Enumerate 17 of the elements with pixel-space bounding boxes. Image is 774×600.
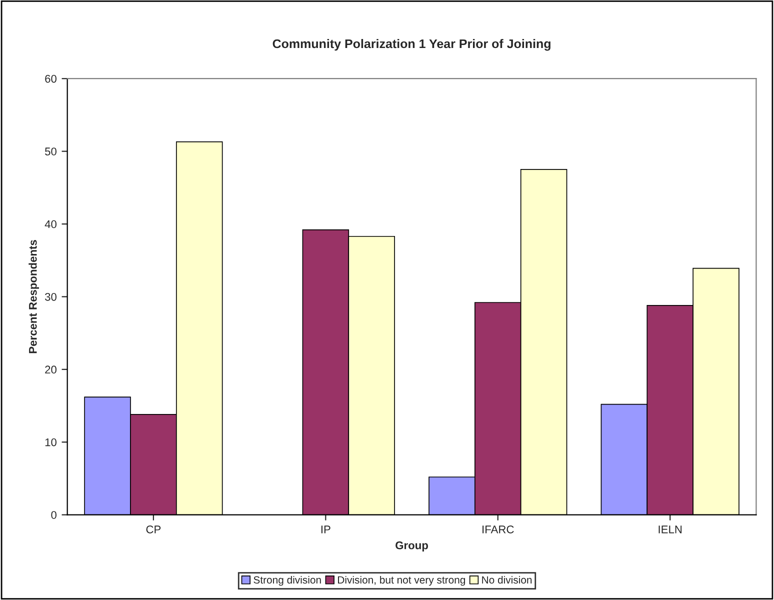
y-tick-label: 20 xyxy=(45,366,56,374)
y-tick-label: 60 xyxy=(45,74,56,83)
x-tick-label: IFARC xyxy=(482,526,514,534)
y-tick-label: 40 xyxy=(44,220,56,228)
x-tick-label: CP xyxy=(146,526,161,534)
chart-title: Community Polarization 1 Year Prior of Joining xyxy=(272,38,550,51)
y-tick-label: 0 xyxy=(51,511,56,519)
y-tick-label: 50 xyxy=(45,148,56,156)
x-tick-label: IELN xyxy=(658,526,682,534)
legend-label: No division xyxy=(482,576,532,584)
legend-label: Strong division xyxy=(254,576,321,586)
legend-label: Division, but not very strong xyxy=(338,576,466,586)
x-axis-title: Group xyxy=(396,541,428,552)
y-tick-label: 30 xyxy=(44,292,56,301)
y-tick-label: 10 xyxy=(45,438,56,446)
x-tick-label: IP xyxy=(321,526,330,534)
y-axis-title: Percent Respondents xyxy=(28,240,40,354)
